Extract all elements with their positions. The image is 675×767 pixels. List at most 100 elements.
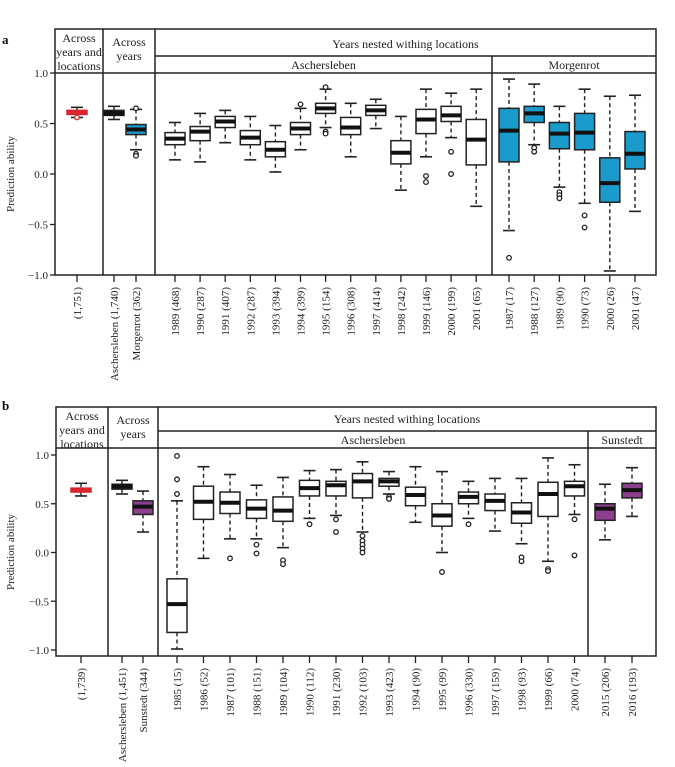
box-aschersleben-1-451	[111, 479, 133, 495]
outlier-point	[556, 195, 563, 202]
outlier-point	[359, 532, 366, 539]
box-1990-287	[189, 112, 211, 163]
outlier-point	[423, 173, 429, 179]
box-1989-90	[548, 105, 571, 202]
box-iqr	[594, 503, 616, 522]
box-1997-159	[484, 477, 506, 532]
outlier-point	[448, 148, 455, 155]
box-1991-230	[325, 468, 347, 535]
x-tick-label: 1993 (423)	[384, 668, 396, 717]
x-tick-label: 1990 (73)	[580, 287, 592, 330]
header-location-1: Aschersleben	[291, 58, 356, 72]
y-axis-label: Prediction ability	[5, 135, 17, 212]
box-1990-112	[298, 469, 321, 528]
x-tick-label: 1996 (330)	[464, 668, 476, 717]
x-tick-label: 2001 (47)	[630, 287, 642, 330]
x-tick-label: 1994 (399)	[296, 287, 308, 336]
header-across-years: Across	[116, 413, 150, 427]
y-tick-label: 0.5	[34, 119, 48, 131]
box-iqr	[563, 480, 586, 497]
outlier-point	[306, 521, 313, 528]
box-1998-93	[510, 477, 533, 565]
header-across-years-locations: years and	[59, 423, 105, 437]
box-1999-66	[537, 457, 559, 574]
box-1992-103	[351, 461, 374, 556]
outlier-point	[386, 495, 392, 502]
box-1988-127	[523, 83, 545, 155]
outlier-point	[581, 212, 588, 219]
x-tick-label: 1998 (93)	[517, 668, 529, 711]
x-tick-label: 1994 (90)	[411, 668, 423, 711]
y-tick-label: −1.0	[29, 645, 49, 657]
x-tick-label: 1995 (154)	[321, 287, 333, 336]
box-1-751	[66, 106, 88, 121]
plot-frame	[54, 28, 657, 276]
x-tick-label: 2001 (65)	[471, 287, 483, 330]
box-1994-90	[404, 465, 427, 524]
header-location-2: Morgenrot	[548, 58, 600, 72]
x-tick-label: 1992 (103)	[358, 668, 370, 717]
y-tick-label: 1.0	[34, 68, 48, 80]
outlier-point	[423, 179, 429, 186]
y-tick-label: 0.0	[35, 548, 49, 560]
box-sunstedt-344	[132, 490, 154, 533]
outlier-point	[333, 529, 339, 535]
outlier-point	[174, 453, 180, 459]
box-2001-65	[465, 88, 487, 208]
x-tick-label: 1999 (66)	[543, 668, 555, 711]
box-1987-17	[498, 78, 520, 261]
box-1998-242	[390, 115, 412, 191]
box-iqr	[599, 157, 621, 204]
outlier-point	[571, 552, 578, 559]
outlier-point	[581, 224, 588, 231]
box-1988-151	[245, 484, 268, 557]
box-1991-407	[214, 109, 236, 144]
header-across-years-locations: Across	[65, 409, 99, 423]
x-tick-label: 1995 (99)	[437, 668, 449, 711]
header-across-years-locations: Across	[62, 31, 96, 45]
outlier-point	[322, 84, 329, 91]
header-across-years-locations: locations	[60, 437, 104, 451]
box-iqr	[351, 472, 374, 499]
box-2000-74	[563, 463, 586, 559]
x-tick-label: Sunstedt (344)	[138, 668, 150, 733]
box-1993-394	[264, 124, 287, 173]
box-iqr	[537, 481, 559, 518]
x-tick-label: 1993 (394)	[270, 287, 282, 336]
outlier-point	[322, 130, 329, 137]
outlier-point	[280, 561, 286, 568]
box-aschersleben-1-740	[103, 105, 125, 121]
outlier-point	[253, 550, 260, 557]
y-tick-label: −0.5	[28, 220, 48, 232]
outlier-point	[448, 171, 455, 177]
outlier-point	[439, 569, 445, 575]
outlier-point	[531, 148, 538, 155]
box-1996-308	[339, 102, 362, 158]
outlier-point	[133, 152, 139, 159]
outlier-point	[545, 568, 551, 574]
x-tick-label: 1991 (407)	[220, 287, 232, 336]
box-1995-99	[431, 470, 453, 575]
box-morgenrot-362	[125, 105, 147, 159]
header-location-1: Aschersleben	[341, 433, 406, 447]
y-tick-label: −0.5	[29, 596, 49, 608]
box-1994-399	[289, 101, 312, 151]
box-1999-146	[415, 88, 437, 186]
box-2000-199	[440, 92, 462, 177]
x-tick-label: 1989 (90)	[554, 287, 566, 330]
x-tick-label: Aschersleben (1,451)	[117, 668, 129, 762]
outlier-point	[333, 516, 339, 523]
x-tick-label: 1997 (159)	[490, 668, 502, 717]
box-1992-287	[239, 115, 262, 161]
x-tick-label: Morgenrot (362)	[131, 287, 143, 361]
outlier-point	[518, 558, 525, 565]
x-tick-label: 1990 (287)	[195, 287, 207, 336]
x-tick-label: 1989 (104)	[278, 668, 290, 717]
box-iqr	[548, 121, 571, 150]
x-tick-label: (1,739)	[76, 668, 88, 700]
box-1990-73	[573, 88, 596, 231]
outlier-point	[506, 254, 512, 261]
header-location-2: Sunstedt	[601, 433, 643, 447]
outlier-point	[174, 491, 180, 497]
